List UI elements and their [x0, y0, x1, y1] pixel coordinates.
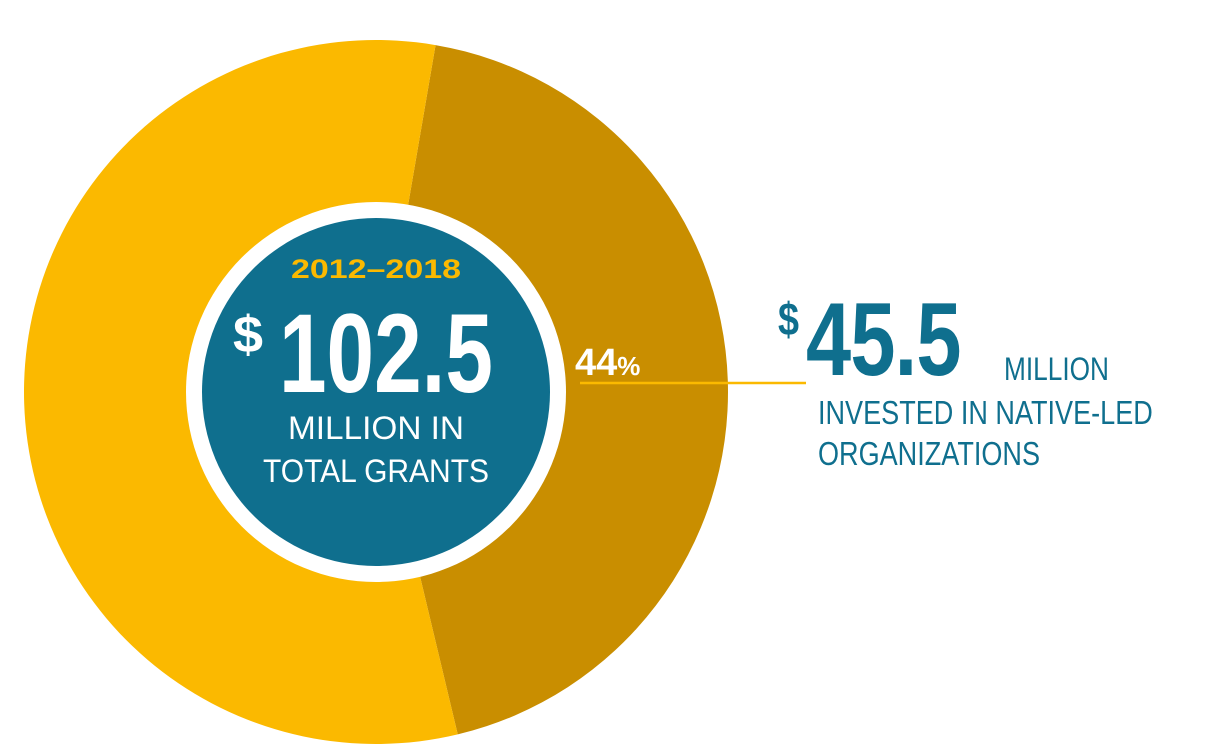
center-dollar: $	[233, 306, 263, 364]
slice-percent-number: 44	[575, 342, 617, 384]
callout-amount: 45.5	[805, 282, 962, 398]
callout-description: INVESTED IN NATIVE-LED ORGANIZATIONS	[818, 393, 1153, 474]
callout-line2: ORGANIZATIONS	[818, 434, 1041, 472]
slice-percent-unit: %	[617, 351, 640, 381]
callout-dollar: $	[778, 293, 799, 345]
center-amount: 102.5	[279, 291, 493, 416]
slice-percent-label: 44%	[575, 342, 640, 384]
center-line1: MILLION IN	[288, 410, 464, 446]
center-line2: TOTAL GRANTS	[263, 453, 489, 489]
center-circle	[202, 218, 550, 566]
center-period: 2012–2018	[291, 254, 461, 284]
callout-line1: INVESTED IN NATIVE-LED	[818, 394, 1153, 432]
callout: $ 45.5 MILLION INVESTED IN NATIVE-LED OR…	[778, 282, 1222, 474]
callout-unit: MILLION	[1003, 351, 1109, 388]
callout-value-row: $ 45.5 MILLION	[778, 282, 1222, 398]
